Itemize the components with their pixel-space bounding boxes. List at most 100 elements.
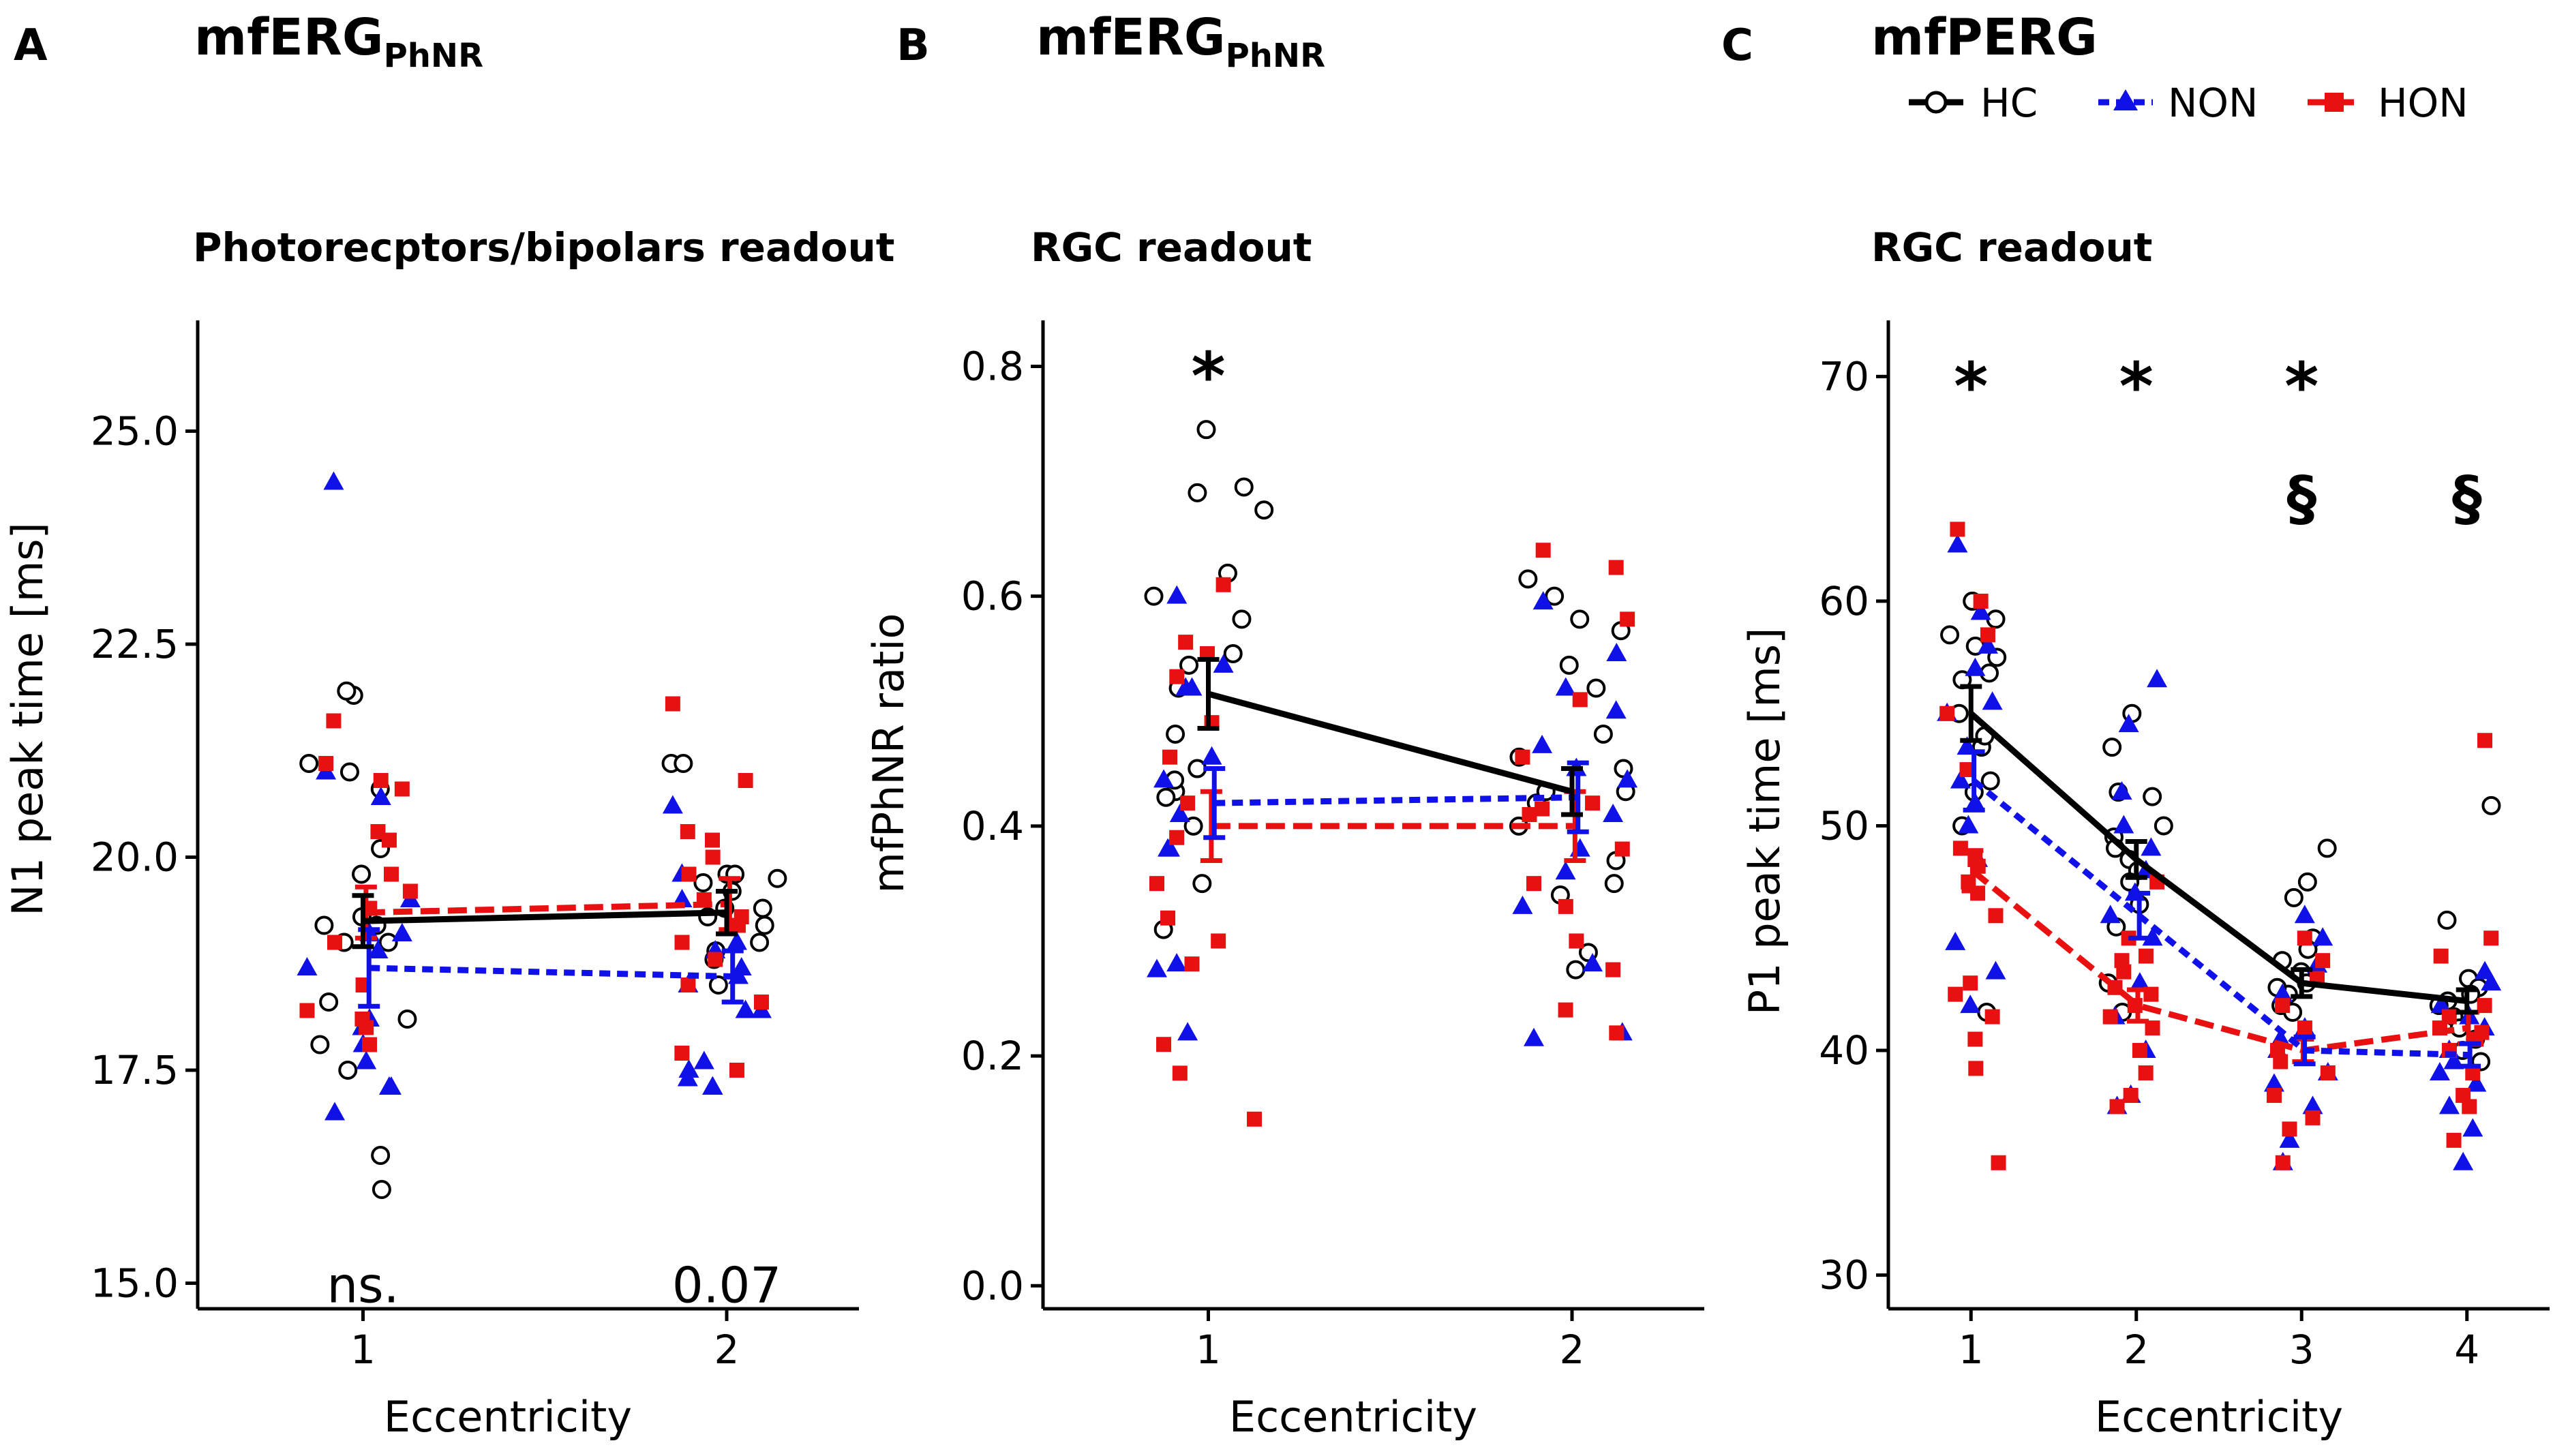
panel-a-point-hc [674,754,693,773]
panel-b-point-hon [1162,749,1178,765]
panel-c-point-hon [2109,1099,2125,1114]
panel-c-point-hon [2132,1043,2147,1059]
panel-b-point-hon [1614,841,1630,857]
panel-c-point-non [2466,1073,2487,1092]
panel-a-point-hon [729,1063,744,1078]
panel-b-point-hc [1179,655,1199,675]
panel-b-point-hon [1605,962,1621,977]
panel-b-title-sub: PhNR [1226,37,1325,75]
panel-c-point-hc [1940,625,1960,645]
panel-c-point-hon [2116,964,2132,980]
panel-b-point-hon [1515,749,1530,765]
panel-a-plot-area: 15.0 17.5 20.0 22.5 25.0 1 2 ns. 0.07 [91,320,859,1373]
panel-b-point-hc [1196,420,1216,440]
panel-a-point-hon [753,995,769,1010]
panel-a-ytick-label: 20.0 [91,834,179,881]
panel-c-point-non [2430,995,2451,1014]
panel-c-point-hon [1988,908,2004,924]
panel-c-point-non [2272,983,2293,1002]
panel-c-mean-line-non [1972,778,2471,1059]
panel-b-point-hon [1180,795,1196,811]
panel-c-point-hon [1948,986,1963,1002]
panel-c-annotation: * [2284,348,2318,425]
panel-c-point-non [2438,1095,2460,1114]
panel-a-point-hon [402,883,418,899]
panel-b-point-hc [1234,477,1254,497]
panel-a-ytick-label: 25.0 [91,408,179,455]
panel-c-point-hon [2145,1020,2160,1036]
panel-c-point-non [2100,905,2121,924]
panel-b-point-non [1523,1027,1544,1046]
legend-hon-label: HON [2378,80,2468,126]
panel-b-point-hon [1620,611,1635,627]
panel-a-point-hc [337,681,357,701]
panel-c-point-hon [2315,953,2331,969]
panel-a-ytick-label: 22.5 [91,621,179,667]
panel-b-point-hc [1166,724,1185,744]
panel-c-point-non [2312,927,2333,946]
panel-c-point-non [1965,657,1986,676]
panel-a-point-non [693,1050,714,1070]
panel-a-point-hon [326,713,342,729]
panel-a-subtitle: Photorecptors/bipolars readout [193,224,895,271]
panel-c-xtick-label: 1 [1959,1326,1984,1373]
legend-hc-marker [1924,91,1948,114]
panel-c-point-non [2462,1118,2483,1137]
panel-a-ytick-label: 17.5 [91,1047,179,1093]
panel-b-plot-area: 0.0 0.2 0.4 0.6 0.8 1 2 * [961,320,1704,1373]
panel-c-annotation: § [2452,464,2482,534]
panel-b-point-non [1213,654,1234,673]
panel-b-point-non [1166,585,1188,604]
panel-c-point-hon [1959,762,1975,778]
panel-c-point-hc [2143,787,2162,806]
panel-b-point-hc [1604,874,1624,894]
panel-b-point-hon [1149,876,1164,892]
panel-c-point-hon [2465,1065,2481,1080]
panel-a-point-hc [352,864,372,884]
panel-a-point-non [297,957,318,975]
panel-c-xlabel: Eccentricity [2095,1392,2343,1442]
panel-c-point-non [1960,995,1981,1014]
panel-b-point-hon [1172,1065,1188,1081]
panel-a-point-hon [354,1012,370,1027]
panel-b-point-non [1532,591,1554,610]
panel-b-point-hon [1569,933,1584,949]
panel-a-point-non [356,1050,377,1070]
panel-a-title-main: mfERG [194,8,384,67]
panel-c-point-non [1985,960,2006,980]
panel-c-point-hc [2481,795,2501,815]
panel-b-point-non [1512,895,1533,914]
panel-b-point-hc [1192,874,1212,894]
panel-c-point-hon [1980,627,1995,643]
panel-b-point-non [1177,1022,1198,1041]
panel-c-xtick-label: 2 [2124,1326,2149,1373]
panel-a-point-hc [339,762,359,782]
panel-b-xtick-label: 2 [1560,1326,1585,1373]
legend-hc-label: HC [1980,80,2038,126]
panel-c-point-non [2118,714,2139,733]
panel-c-point-hon [2477,733,2493,748]
panel-c-point-hon [1991,1155,2006,1170]
panel-c-point-hon [2273,1054,2288,1070]
panel-b-point-hon [1526,876,1541,892]
panel-a-point-hon [705,832,721,848]
panel-a-point-hon [705,849,721,865]
panel-c-point-hc [2437,910,2457,930]
panel-c-point-non [2142,927,2163,946]
panel-c-point-hon [2138,948,2154,964]
panel-b-point-hon [1609,1025,1625,1041]
panel-c-point-hon [2433,948,2449,964]
panel-c-point-hon [2266,1087,2282,1103]
panel-a-point-hon [299,1003,315,1018]
panel-c-point-non [2141,837,2162,856]
panel-a-point-hc [768,868,787,888]
panel-a-xlabel: Eccentricity [384,1392,632,1442]
panel-a-point-non [662,795,683,814]
panel-c-point-non [2111,781,2132,800]
panel-c-point-hon [1973,593,1989,609]
panel-a-mean-line-non [369,965,733,980]
panel-b-point-hon [1169,830,1185,845]
panel-c-point-non [2279,1129,2300,1148]
panel-c-point-hon [2477,998,2492,1014]
